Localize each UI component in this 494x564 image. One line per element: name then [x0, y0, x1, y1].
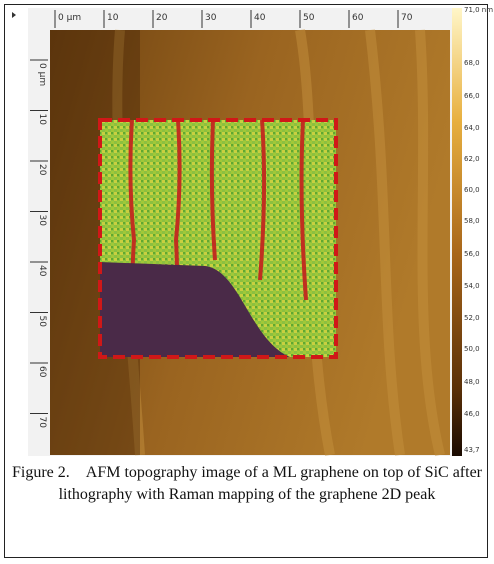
y-ruler-label: 30 [37, 215, 47, 227]
arrow-icon [12, 12, 16, 18]
colorbar-label: 58,0 [464, 217, 480, 225]
colorbar-label: 71,0 nm [464, 6, 493, 14]
caption-label: Figure 2. [12, 464, 70, 481]
y-ruler-label: 40 [37, 265, 47, 277]
colorbar-label: 46,0 [464, 410, 480, 418]
y-ruler-label: 70 [37, 417, 47, 429]
colorbar-label: 60,0 [464, 186, 480, 194]
colorbar-label: 48,0 [464, 378, 480, 386]
x-ruler-label: 60 [352, 13, 364, 23]
colorbar-label: 43,7 [464, 446, 480, 454]
afm-figure: 0 µm 10 20 30 40 50 60 70 0 µm 10 20 30 40 50 60 70 71,0… [0, 0, 494, 460]
x-ruler-label: 20 [156, 13, 168, 23]
colorbar-label: 68,0 [464, 59, 480, 67]
x-ruler-label: 10 [107, 13, 119, 23]
y-ruler-label: 0 µm [37, 63, 47, 86]
y-ruler-label: 60 [37, 366, 47, 378]
colorbar-label: 50,0 [464, 345, 480, 353]
colorbar-label: 56,0 [464, 250, 480, 258]
x-ruler-label: 70 [401, 13, 413, 23]
x-ruler-label: 50 [303, 13, 315, 23]
colorbar-label: 54,0 [464, 282, 480, 290]
caption: Figure 2. AFM topography image of a ML g… [8, 462, 486, 506]
colorbar [452, 8, 462, 456]
x-ruler-label: 30 [205, 13, 217, 23]
page: 0 µm 10 20 30 40 50 60 70 0 µm 10 20 30 40 50 60 70 71,0… [0, 0, 494, 564]
caption-text: AFM topography image of a ML graphene on… [59, 464, 482, 503]
y-ruler-label: 20 [37, 164, 47, 176]
x-ruler-label: 0 µm [58, 13, 81, 23]
colorbar-label: 62,0 [464, 155, 480, 163]
colorbar-label: 66,0 [464, 92, 480, 100]
colorbar-label: 52,0 [464, 314, 480, 322]
y-ruler-label: 50 [37, 316, 47, 328]
x-ruler-label: 40 [254, 13, 266, 23]
y-ruler-label: 10 [37, 114, 47, 126]
colorbar-label: 64,0 [464, 124, 480, 132]
